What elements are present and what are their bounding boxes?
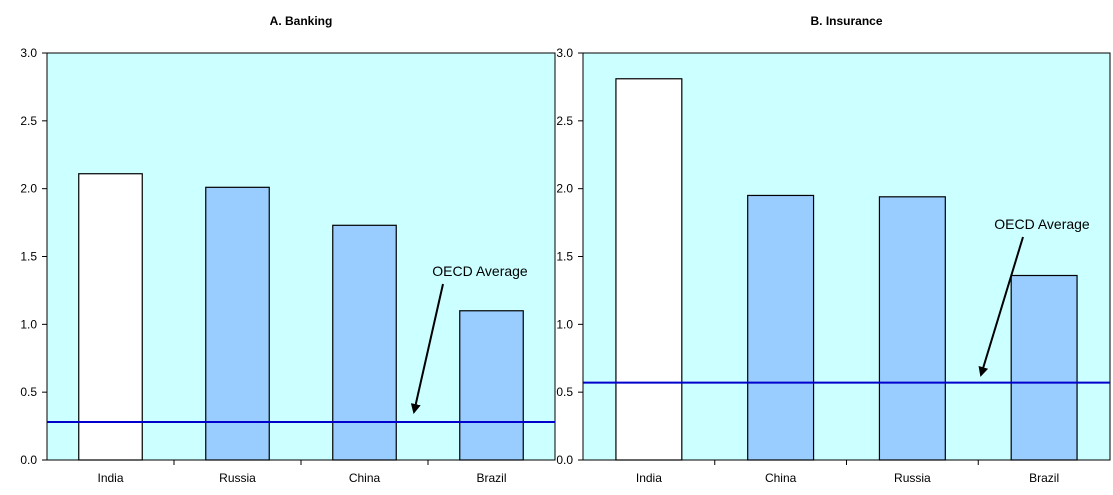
x-tick-label: China xyxy=(349,471,381,485)
y-tick-label: 1.5 xyxy=(20,250,37,264)
bar-brazil xyxy=(459,310,524,461)
oecd-average-arrow xyxy=(410,283,444,414)
x-tick-label: Russia xyxy=(219,471,256,485)
y-tick-label: 3.0 xyxy=(20,46,37,60)
y-tick-label: 0.0 xyxy=(556,453,573,467)
y-tick-label: 2.0 xyxy=(20,182,37,196)
chart-title: B. Insurance xyxy=(810,14,882,28)
y-tick-label: 2.0 xyxy=(556,182,573,196)
oecd-average-arrow xyxy=(978,236,1024,377)
x-tick-label: Brazil xyxy=(476,471,506,485)
bar-brazil xyxy=(1010,274,1078,461)
y-tick-label: 2.5 xyxy=(20,114,37,128)
y-tick-label: 1.0 xyxy=(556,317,573,331)
chart-title: A. Banking xyxy=(270,14,333,28)
bar-china xyxy=(332,224,397,461)
y-tick-label: 1.0 xyxy=(20,317,37,331)
bar-russia xyxy=(878,196,946,461)
x-tick-label: Brazil xyxy=(1029,471,1059,485)
panel-banking: A. Banking 0.0 0.5 1.0 1.5 2.0 2.5 3.0 India Russ… xyxy=(20,14,556,485)
x-tick-label: Russia xyxy=(894,471,931,485)
x-tick-label: India xyxy=(97,471,123,485)
panel-insurance: B. Insurance 0.0 0.5 1.0 1.5 2.0 2.5 3.0 India Ch… xyxy=(556,14,1111,485)
y-tick-label: 0.0 xyxy=(20,453,37,467)
y-tick-label: 1.5 xyxy=(556,250,573,264)
x-tick-label: China xyxy=(765,471,797,485)
bar-china xyxy=(747,194,815,461)
oecd-average-annotation: OECD Average xyxy=(994,216,1090,232)
bar-india xyxy=(615,78,683,461)
y-tick-label: 0.5 xyxy=(556,385,573,399)
bar-russia xyxy=(205,186,270,461)
y-tick-label: 0.5 xyxy=(20,385,37,399)
x-tick-label: India xyxy=(636,471,662,485)
y-tick-label: 3.0 xyxy=(556,46,573,60)
oecd-average-annotation: OECD Average xyxy=(432,263,528,279)
y-tick-label: 2.5 xyxy=(556,114,573,128)
bar-india xyxy=(78,173,143,461)
